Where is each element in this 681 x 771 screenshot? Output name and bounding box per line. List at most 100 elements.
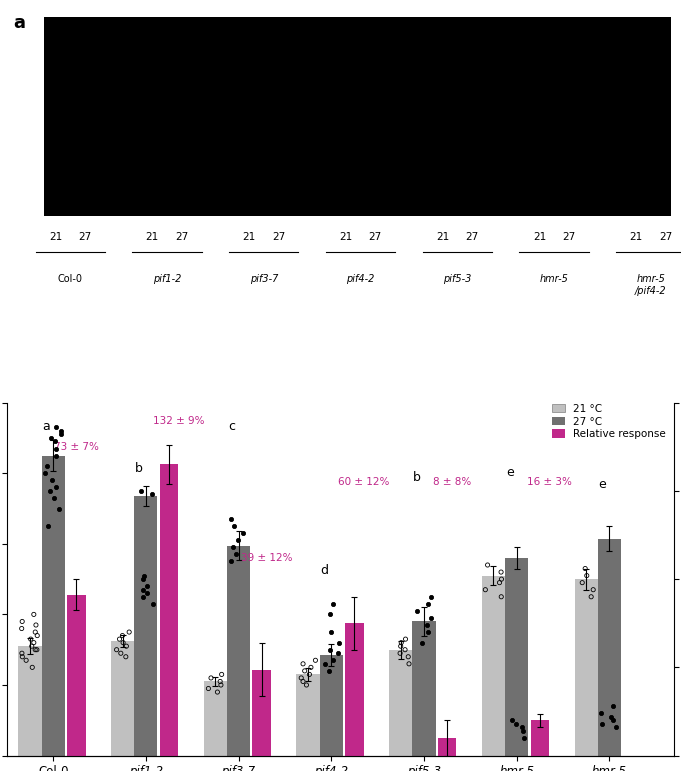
Point xyxy=(48,492,59,504)
Point xyxy=(400,644,411,656)
Point xyxy=(596,718,607,730)
Point xyxy=(29,608,39,621)
Text: 27: 27 xyxy=(78,232,91,242)
Point xyxy=(577,577,588,589)
Point xyxy=(333,647,344,659)
Point xyxy=(582,570,592,582)
Point xyxy=(39,467,50,480)
Point xyxy=(482,559,493,571)
Bar xyxy=(575,579,598,756)
Point xyxy=(30,644,41,656)
Bar xyxy=(389,650,412,756)
Bar xyxy=(296,675,319,756)
Point xyxy=(607,714,618,726)
Text: b: b xyxy=(413,471,421,484)
Point xyxy=(232,534,243,547)
Text: 73 ± 7%: 73 ± 7% xyxy=(54,442,99,452)
Point xyxy=(136,485,146,497)
Point xyxy=(212,686,223,699)
Point xyxy=(225,513,236,525)
Point xyxy=(121,640,132,652)
Point xyxy=(114,633,125,645)
Bar xyxy=(438,738,456,756)
Point xyxy=(230,548,241,561)
Point xyxy=(31,644,42,656)
Point xyxy=(480,584,491,596)
Text: 21: 21 xyxy=(146,232,159,242)
Point xyxy=(227,541,238,554)
Bar xyxy=(67,594,86,756)
Point xyxy=(400,633,411,645)
Point xyxy=(31,619,42,631)
Point xyxy=(229,520,240,532)
Point xyxy=(606,711,617,723)
Point xyxy=(142,580,153,592)
Bar xyxy=(44,17,671,216)
Point xyxy=(46,474,57,487)
Bar xyxy=(482,576,505,756)
Bar xyxy=(111,641,134,756)
Point xyxy=(319,658,330,670)
Point xyxy=(139,570,150,582)
Text: 27: 27 xyxy=(562,232,575,242)
Point xyxy=(17,615,28,628)
Point xyxy=(138,573,148,585)
Bar xyxy=(345,623,364,756)
Point xyxy=(225,555,236,567)
Point xyxy=(511,718,522,730)
Point xyxy=(124,626,135,638)
Bar xyxy=(134,497,157,756)
Text: e: e xyxy=(599,478,606,491)
Point xyxy=(422,598,433,610)
Point xyxy=(215,675,225,688)
Point xyxy=(396,637,407,649)
Point xyxy=(422,619,433,631)
Point xyxy=(412,604,423,617)
Text: 21: 21 xyxy=(339,232,353,242)
Point xyxy=(46,432,57,444)
Bar xyxy=(530,720,549,756)
Point xyxy=(301,678,312,691)
Point xyxy=(115,647,126,659)
Point xyxy=(496,591,507,603)
Point xyxy=(328,654,339,666)
Point xyxy=(118,637,129,649)
Text: 27: 27 xyxy=(272,232,285,242)
Text: pif5-3: pif5-3 xyxy=(443,274,471,284)
Text: 21: 21 xyxy=(629,232,643,242)
Text: 21: 21 xyxy=(533,232,546,242)
Point xyxy=(44,485,55,497)
Text: a: a xyxy=(14,14,25,32)
Point xyxy=(304,668,315,681)
Point xyxy=(56,428,67,440)
Text: a: a xyxy=(42,419,50,433)
Point xyxy=(138,591,149,603)
Point xyxy=(328,598,338,610)
Text: 8 ± 8%: 8 ± 8% xyxy=(432,477,471,487)
Bar xyxy=(598,538,621,756)
Point xyxy=(611,721,622,733)
Point xyxy=(404,658,415,670)
Text: 21: 21 xyxy=(242,232,255,242)
Point xyxy=(17,651,28,663)
Text: b: b xyxy=(135,462,143,475)
Point xyxy=(417,637,428,649)
Point xyxy=(299,665,310,677)
Point xyxy=(20,654,31,666)
Text: 21: 21 xyxy=(49,232,62,242)
Text: 39 ± 12%: 39 ± 12% xyxy=(240,554,292,564)
Point xyxy=(426,611,437,624)
Point xyxy=(215,678,226,691)
Point xyxy=(42,520,53,532)
Point xyxy=(50,443,61,455)
Point xyxy=(42,460,52,473)
Point xyxy=(518,725,528,737)
Point xyxy=(206,672,217,684)
Text: 27: 27 xyxy=(659,232,672,242)
Bar xyxy=(18,646,42,756)
Point xyxy=(323,665,334,677)
Point xyxy=(494,577,505,589)
Point xyxy=(507,714,518,726)
Point xyxy=(50,481,61,493)
Text: 16 ± 3%: 16 ± 3% xyxy=(526,477,571,487)
